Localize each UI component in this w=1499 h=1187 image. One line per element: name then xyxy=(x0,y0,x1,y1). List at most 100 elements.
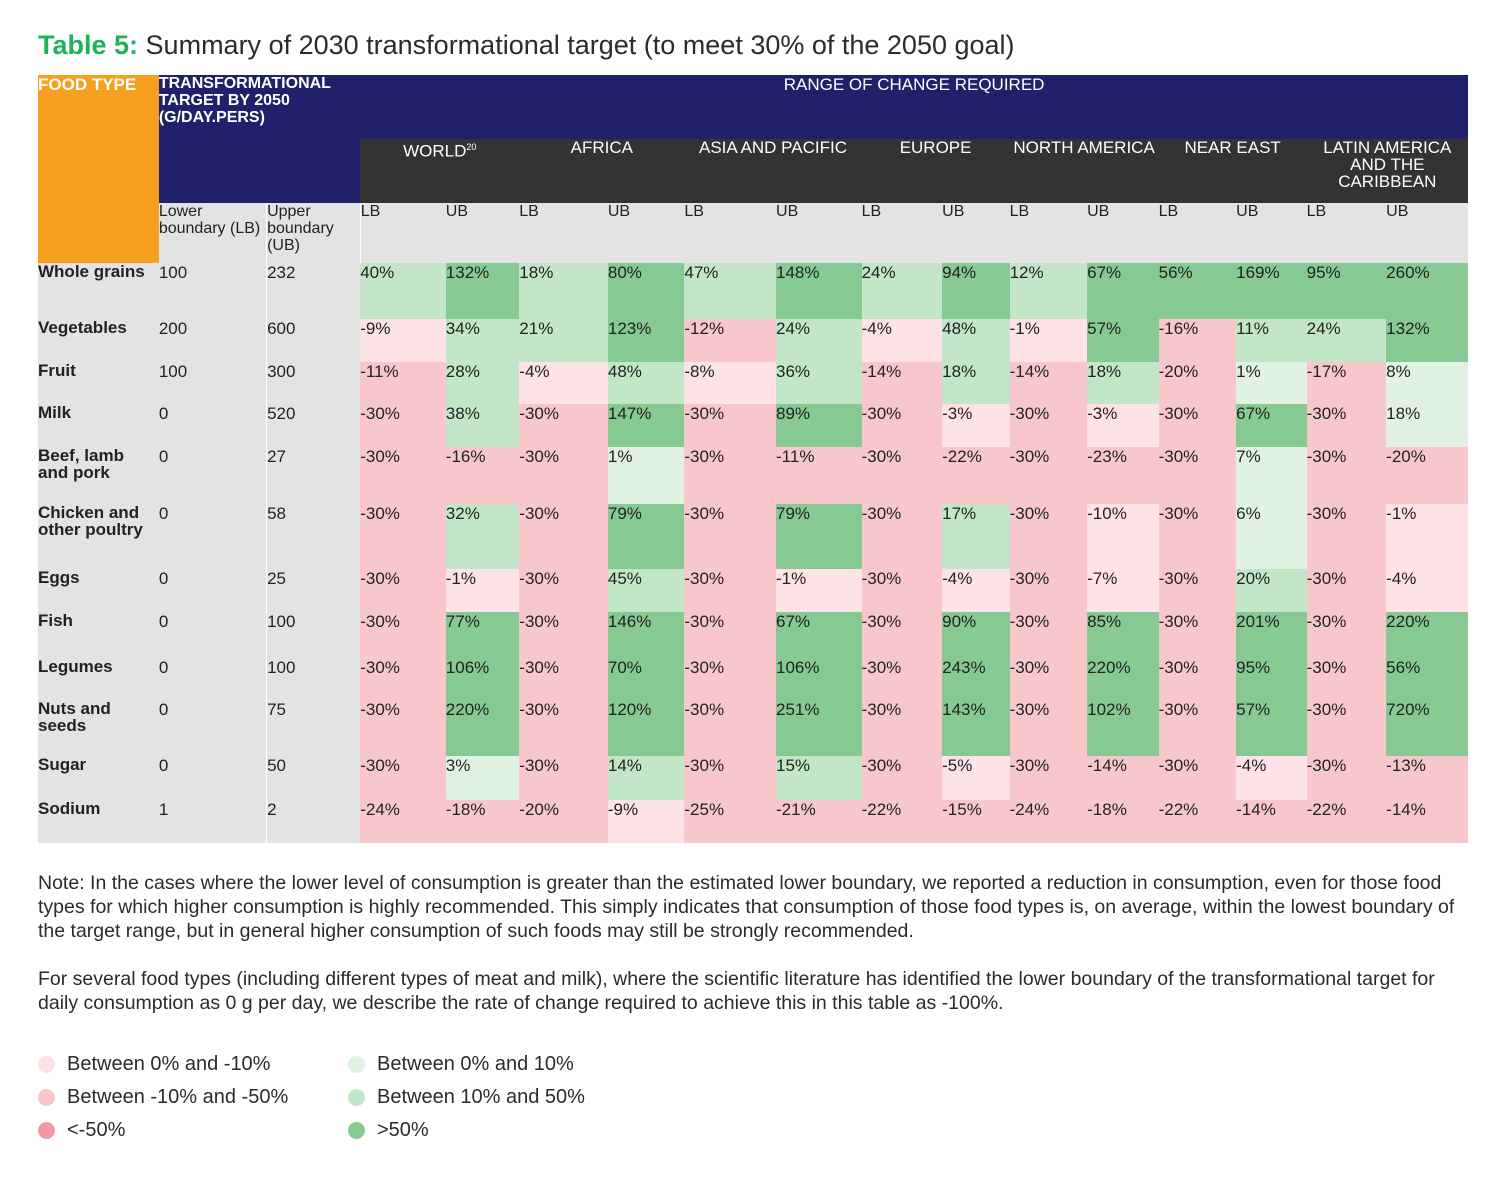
change-cell: -3% xyxy=(942,404,1010,447)
change-cell: 11% xyxy=(1236,319,1307,362)
change-cell: 70% xyxy=(607,658,685,700)
change-cell: 12% xyxy=(1009,263,1088,319)
change-cell: -30% xyxy=(360,658,446,700)
change-cell: -7% xyxy=(1087,569,1159,612)
header-ub: UB xyxy=(1087,203,1159,263)
region-name: NORTH AMERICA xyxy=(1013,138,1155,157)
table-row: Fish 0 100 -30% 77% -30% 146% -30% 67% -30% 90% -30… xyxy=(38,612,1468,658)
header-lb: LB xyxy=(519,203,608,263)
legend-positive: Between 0% and 10% Between 10% and 50% >… xyxy=(348,1048,585,1147)
change-cell: -9% xyxy=(607,800,685,843)
header-ub: UB xyxy=(942,203,1010,263)
legend-item: Between 10% and 50% xyxy=(348,1081,585,1114)
change-cell: -30% xyxy=(1306,700,1387,756)
lower-boundary-cell: 0 xyxy=(158,612,268,658)
change-cell: -30% xyxy=(1009,447,1088,504)
change-cell: -30% xyxy=(519,658,608,700)
change-cell: -25% xyxy=(684,800,777,843)
header-lb: LB xyxy=(861,203,943,263)
legend-label: Between 0% and 10% xyxy=(377,1053,574,1075)
food-type-cell: Sodium xyxy=(38,800,159,843)
change-cell: -24% xyxy=(1009,800,1088,843)
change-cell: -18% xyxy=(1087,800,1159,843)
change-cell: -30% xyxy=(1009,504,1088,569)
change-cell: -20% xyxy=(1386,447,1468,504)
change-cell: 95% xyxy=(1306,263,1387,319)
change-cell: 220% xyxy=(1386,612,1468,658)
change-cell: -30% xyxy=(861,404,943,447)
change-cell: -13% xyxy=(1386,756,1468,800)
change-cell: -30% xyxy=(1158,404,1237,447)
legend-negative: Between 0% and -10% Between -10% and -50… xyxy=(38,1048,288,1147)
table-title: Summary of 2030 transformational target … xyxy=(145,30,1015,60)
change-cell: -15% xyxy=(942,800,1010,843)
change-cell: 28% xyxy=(445,362,520,404)
change-cell: 79% xyxy=(776,504,862,569)
change-cell: 36% xyxy=(776,362,862,404)
legend-item: Between 0% and -10% xyxy=(38,1048,288,1081)
change-cell: -5% xyxy=(942,756,1010,800)
change-cell: 67% xyxy=(1087,263,1159,319)
header-region: ASIA AND PACIFIC xyxy=(684,139,862,203)
lower-boundary-cell: 0 xyxy=(158,447,268,504)
change-cell: -30% xyxy=(1306,569,1387,612)
header-lb: LB xyxy=(360,203,446,263)
change-cell: 17% xyxy=(942,504,1010,569)
change-cell: 77% xyxy=(445,612,520,658)
change-cell: 57% xyxy=(1087,319,1159,362)
change-cell: 8% xyxy=(1386,362,1468,404)
table-number: Table 5: xyxy=(38,30,139,60)
change-cell: -1% xyxy=(445,569,520,612)
legend-swatch xyxy=(38,1089,55,1106)
upper-boundary-cell: 58 xyxy=(266,504,361,569)
change-cell: 3% xyxy=(445,756,520,800)
change-cell: 106% xyxy=(445,658,520,700)
legend-swatch xyxy=(348,1089,365,1106)
change-cell: 18% xyxy=(1087,362,1159,404)
change-cell: -30% xyxy=(861,700,943,756)
change-cell: 56% xyxy=(1158,263,1237,319)
change-cell: -17% xyxy=(1306,362,1387,404)
change-cell: -30% xyxy=(1009,404,1088,447)
change-cell: -22% xyxy=(861,800,943,843)
change-cell: -4% xyxy=(942,569,1010,612)
legend-swatch xyxy=(348,1056,365,1073)
change-cell: -30% xyxy=(1158,756,1237,800)
change-cell: -30% xyxy=(1158,658,1237,700)
upper-boundary-cell: 232 xyxy=(266,263,361,319)
change-cell: 57% xyxy=(1236,700,1307,756)
change-cell: -30% xyxy=(1306,612,1387,658)
change-cell: -4% xyxy=(1236,756,1307,800)
legend-swatch xyxy=(38,1056,55,1073)
food-type-cell: Milk xyxy=(38,404,159,447)
header-ub: UB xyxy=(1386,203,1468,263)
change-cell: 15% xyxy=(776,756,862,800)
change-cell: -30% xyxy=(684,756,777,800)
change-cell: 48% xyxy=(942,319,1010,362)
header-ub: UB xyxy=(445,203,520,263)
lower-boundary-cell: 100 xyxy=(158,263,268,319)
change-cell: -8% xyxy=(684,362,777,404)
food-type-cell: Whole grains xyxy=(38,263,159,319)
table-row: Whole grains 100 232 40% 132% 18% 80% 47% 148% 24… xyxy=(38,263,1468,319)
lower-boundary-cell: 0 xyxy=(158,756,268,800)
change-cell: 34% xyxy=(445,319,520,362)
change-cell: -30% xyxy=(1158,569,1237,612)
upper-boundary-cell: 100 xyxy=(266,658,361,700)
change-cell: 146% xyxy=(607,612,685,658)
change-cell: -30% xyxy=(1009,658,1088,700)
change-cell: -30% xyxy=(861,756,943,800)
change-cell: 18% xyxy=(519,263,608,319)
change-cell: -23% xyxy=(1087,447,1159,504)
change-cell: 123% xyxy=(607,319,685,362)
change-cell: 18% xyxy=(942,362,1010,404)
change-cell: -30% xyxy=(1306,756,1387,800)
change-cell: 148% xyxy=(776,263,862,319)
change-cell: -30% xyxy=(861,612,943,658)
legend-swatch xyxy=(348,1122,365,1139)
table-row: Chicken and other poultry 0 58 -30% 32% -30% 7… xyxy=(38,504,1468,569)
change-cell: 85% xyxy=(1087,612,1159,658)
lower-boundary-cell: 200 xyxy=(158,319,268,362)
change-cell: 89% xyxy=(776,404,862,447)
table-row: Legumes 0 100 -30% 106% -30% 70% -30% 106% -30% 24… xyxy=(38,658,1468,700)
